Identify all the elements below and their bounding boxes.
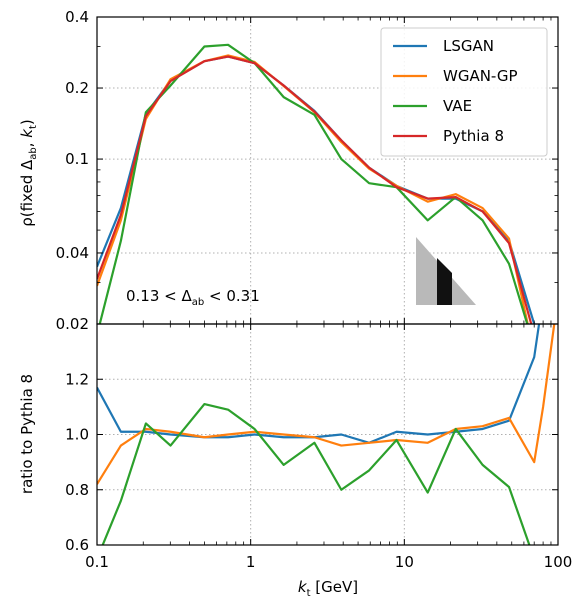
top-series-vae [98, 43, 529, 324]
jet-logo-icon [416, 237, 476, 305]
frame-layer: 0.1 1 10 100 0.02 0.04 0.1 0.2 0.4 0.6 0.8 1.0 1.2 [56, 8, 573, 571]
legend-label: WGAN-GP [443, 67, 518, 85]
top-y-tick-label: 0.2 [65, 79, 89, 97]
x-tick-label: 100 [544, 553, 573, 571]
top-y-tick-label: 0.4 [65, 8, 89, 26]
bottom-ylabel: ratio to Pythia 8 [18, 374, 36, 494]
x-tick-label: 10 [395, 553, 414, 571]
top-y-tick-label: 0.04 [56, 244, 89, 262]
legend: LSGAN WGAN-GP VAE Pythia 8 [380, 27, 548, 157]
top-series-wgan-gp [97, 54, 529, 324]
bottom-xlabel: kt [GeV] [298, 578, 358, 599]
legend-box [380, 27, 548, 157]
x-tick-label: 0.1 [85, 553, 109, 571]
bottom-y-tick-label: 0.6 [65, 536, 89, 554]
top-y-tick-label: 0.02 [56, 315, 89, 333]
delta-range-annotation: 0.13 < Δab < 0.31 [126, 287, 260, 308]
legend-label: VAE [443, 97, 472, 115]
bottom-y-tick-label: 1.2 [65, 370, 89, 388]
bottom-series-vae [101, 403, 531, 545]
x-tick-label: 1 [246, 553, 256, 571]
bottom-series-group [97, 324, 556, 545]
bottom-series-lsgan [97, 324, 541, 444]
top-series-pythia-8 [97, 55, 533, 324]
bottom-y-tick-label: 0.8 [65, 481, 89, 499]
top-series-group [97, 43, 536, 324]
bottom-y-tick-label: 1.0 [65, 426, 89, 444]
legend-label: LSGAN [443, 37, 494, 55]
top-y-tick-label: 0.1 [65, 150, 89, 168]
bottom-series-wgan-gp [97, 324, 556, 485]
series-layer [97, 43, 556, 545]
legend-label: Pythia 8 [443, 127, 504, 145]
top-ylabel: ρ(fixed Δab, kt) [18, 119, 39, 227]
